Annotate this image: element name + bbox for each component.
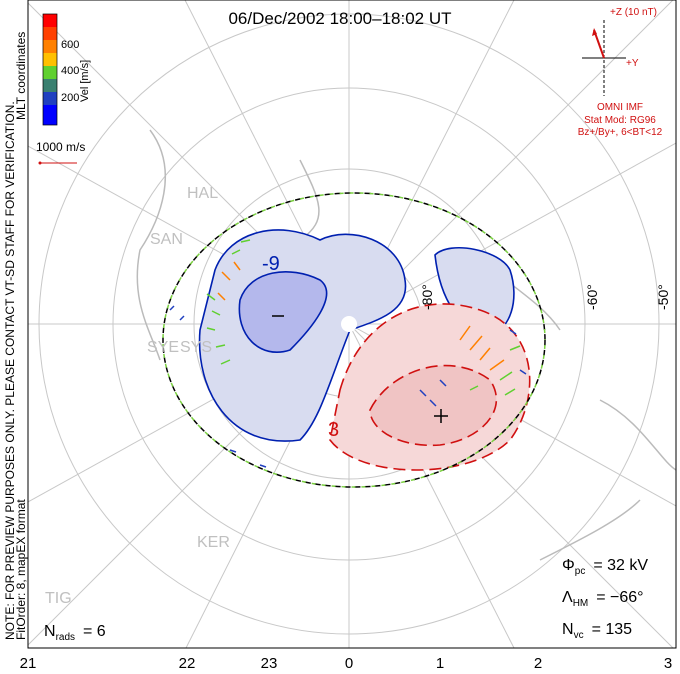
imf-source: OMNI IMF xyxy=(597,102,643,113)
colorbar-tick: 600 xyxy=(61,39,79,51)
imf-condition: Bz+/By+, 6<BT<12 xyxy=(578,127,663,138)
lat-label: -60° xyxy=(584,284,600,310)
colorbar-tick: 200 xyxy=(61,92,79,104)
negative-cell xyxy=(198,229,515,442)
colorbar-tick: 400 xyxy=(61,65,79,77)
mlt-label: 21 xyxy=(20,655,37,672)
map-title: 06/Dec/2002 18:00–18:02 UT xyxy=(228,9,451,28)
fit-info: FitOrder: 8, mapEX format xyxy=(14,499,28,640)
positive-cell xyxy=(329,303,531,471)
station-label: HAL xyxy=(187,185,218,202)
velocity-vectors xyxy=(169,239,527,468)
coordinate-system: MLT coordinates xyxy=(14,32,28,120)
mlt-label: 23 xyxy=(261,655,278,672)
station-label: TIG xyxy=(45,590,72,607)
vector-count: Nvc = 135 xyxy=(562,621,632,641)
cross-polar-potential: Φpc = 32 kV xyxy=(562,557,648,577)
mlt-label: 3 xyxy=(664,655,672,672)
lat-label: -50° xyxy=(655,284,671,310)
lat-label: -80° xyxy=(419,284,435,310)
imf-z-label: +Z (10 nT) xyxy=(610,7,657,18)
mlt-label: 0 xyxy=(345,655,353,672)
contour-label: -9 xyxy=(262,253,280,275)
station-label: KER xyxy=(197,534,230,551)
station-label: SYE xyxy=(147,339,179,356)
hm-boundary-latitude: ΛHM = −66° xyxy=(562,589,644,609)
mlt-label: 2 xyxy=(534,655,542,672)
mlt-label: 22 xyxy=(179,655,196,672)
preview-note: NOTE: FOR PREVIEW PURPOSES ONLY. PLEASE … xyxy=(3,101,17,640)
colorbar xyxy=(42,13,58,126)
contour-label: 3 xyxy=(328,419,339,441)
plot-frame xyxy=(27,0,677,649)
pole-marker xyxy=(341,316,357,332)
radar-count: Nrads = 6 xyxy=(44,623,106,643)
colorbar-label: Vel [m/s] xyxy=(79,60,91,102)
imf-clock xyxy=(582,20,626,96)
imf-y-label: +Y xyxy=(626,58,639,69)
stat-model: Stat Mod: RG96 xyxy=(584,115,656,126)
station-label: SYS xyxy=(180,339,212,356)
station-label: SAN xyxy=(150,231,183,248)
reference-vector-label: 1000 m/s xyxy=(36,140,85,154)
mlt-label: 1 xyxy=(436,655,444,672)
